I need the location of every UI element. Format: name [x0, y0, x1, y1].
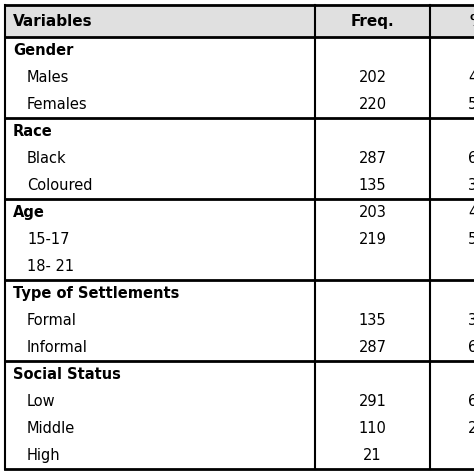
Text: 202: 202 — [358, 70, 387, 85]
Text: High: High — [27, 448, 61, 463]
Text: 135: 135 — [359, 313, 386, 328]
Text: 287: 287 — [358, 151, 386, 166]
Text: Formal: Formal — [27, 313, 77, 328]
Text: Coloured: Coloured — [27, 178, 92, 193]
Text: 203: 203 — [358, 205, 386, 220]
Text: 68: 68 — [468, 340, 474, 355]
Text: Females: Females — [27, 97, 88, 112]
Text: 26: 26 — [468, 421, 474, 436]
Text: 69: 69 — [468, 394, 474, 409]
Text: Males: Males — [27, 70, 69, 85]
Text: Type of Settlements: Type of Settlements — [13, 286, 179, 301]
Text: Informal: Informal — [27, 340, 88, 355]
Text: 5: 5 — [473, 448, 474, 463]
Text: 18- 21: 18- 21 — [27, 259, 74, 274]
Text: 291: 291 — [358, 394, 386, 409]
Text: 48: 48 — [468, 70, 474, 85]
Text: Race: Race — [13, 124, 53, 139]
Text: 52: 52 — [468, 232, 474, 247]
Text: 32: 32 — [468, 178, 474, 193]
Text: Gender: Gender — [13, 43, 73, 58]
Text: 287: 287 — [358, 340, 386, 355]
Text: 219: 219 — [358, 232, 386, 247]
Text: 135: 135 — [359, 178, 386, 193]
Text: 220: 220 — [358, 97, 387, 112]
Text: 52: 52 — [468, 97, 474, 112]
Text: %: % — [470, 13, 474, 28]
Text: Age: Age — [13, 205, 45, 220]
Text: 15-17: 15-17 — [27, 232, 70, 247]
Text: 21: 21 — [363, 448, 382, 463]
Text: Social Status: Social Status — [13, 367, 121, 382]
Text: Low: Low — [27, 394, 55, 409]
Text: 48: 48 — [468, 205, 474, 220]
Text: Middle: Middle — [27, 421, 75, 436]
Text: 68: 68 — [468, 151, 474, 166]
Bar — [5, 5, 474, 37]
Text: Black: Black — [27, 151, 67, 166]
Text: Freq.: Freq. — [351, 13, 394, 28]
Text: 32: 32 — [468, 313, 474, 328]
Text: Variables: Variables — [13, 13, 92, 28]
Text: 110: 110 — [358, 421, 386, 436]
